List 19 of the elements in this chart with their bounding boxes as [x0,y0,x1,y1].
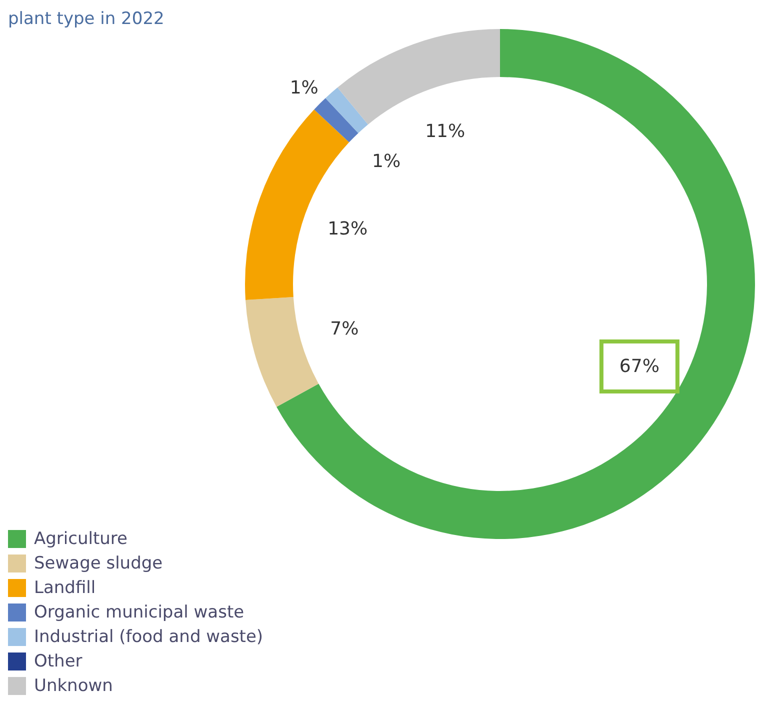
data-label: 1% [290,78,318,99]
legend-label: Other [34,652,82,672]
legend-label: Organic municipal waste [34,602,244,622]
legend-label: Unknown [34,676,113,696]
donut-slice [276,29,755,539]
data-label: 13% [328,218,368,240]
data-label: 11% [425,121,466,142]
donut-slice [246,297,319,407]
legend-label: Industrial (food and waste) [34,627,264,647]
donut-slice [314,98,358,142]
donut-slice [337,29,500,125]
chart-title: plant type in 2022 [8,9,164,29]
data-label: 67% [619,356,660,377]
legend-label: Landfill [34,578,96,598]
legend-label: Sewage sludge [34,554,163,574]
data-label: 7% [330,318,359,340]
donut-slice [325,88,368,134]
legend-label: Agriculture [34,529,128,549]
data-label: 1% [372,151,401,172]
